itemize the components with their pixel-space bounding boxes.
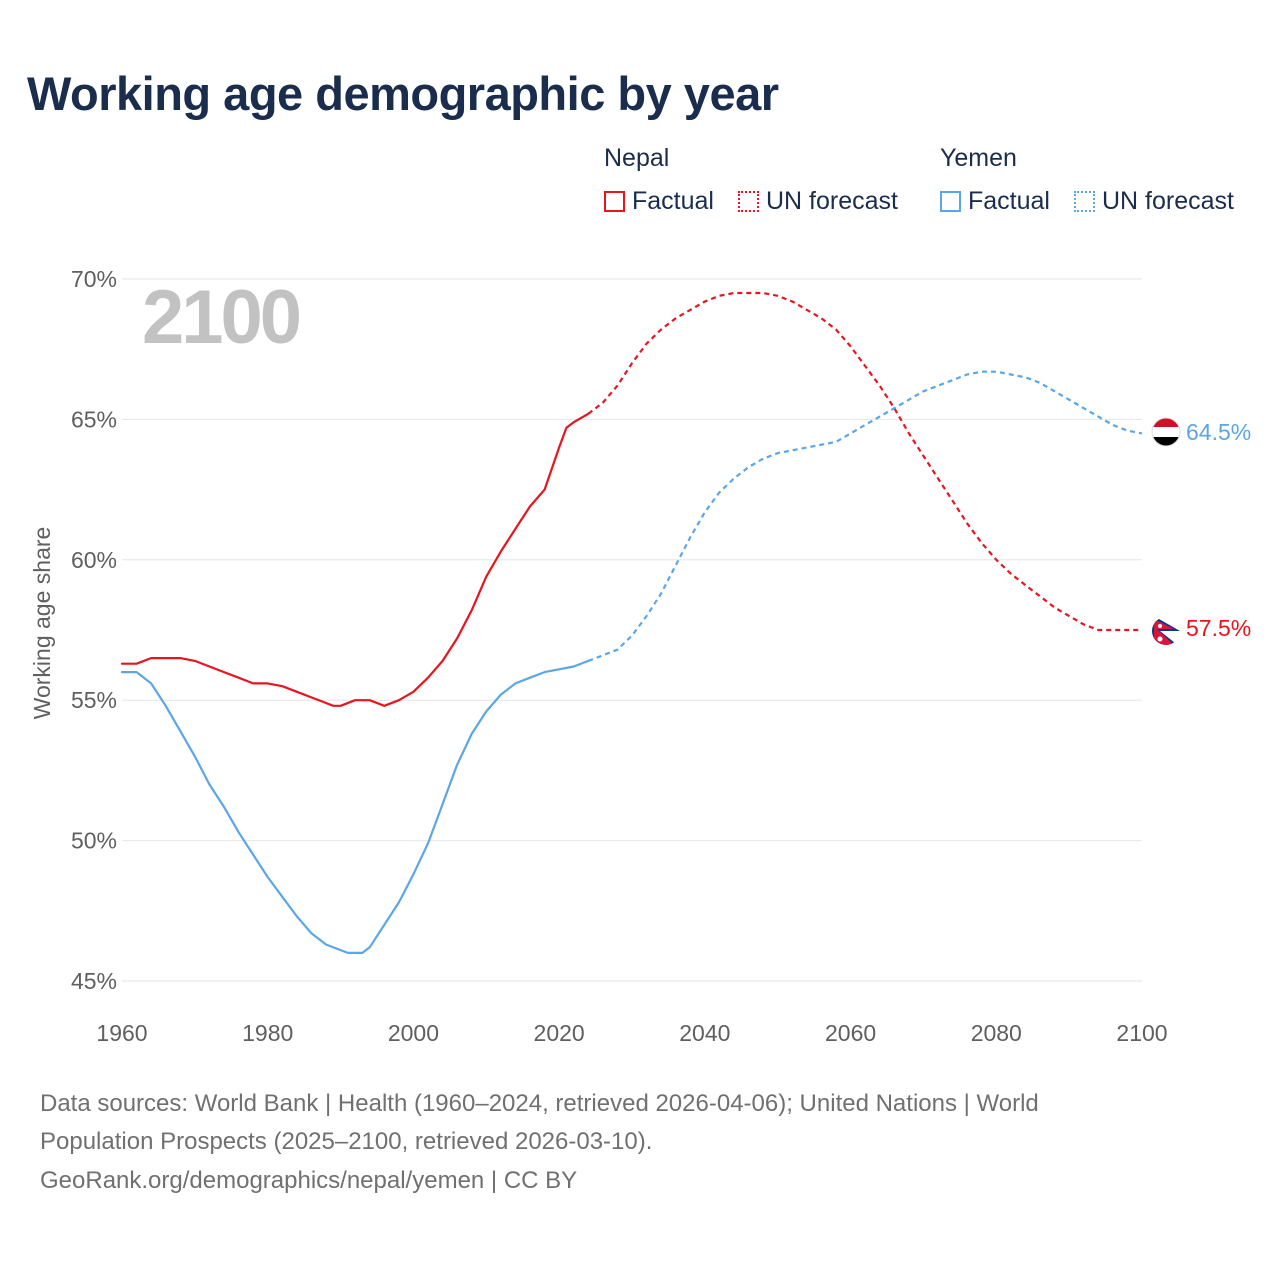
legend-label-yemen-forecast: UN forecast [1102, 187, 1234, 215]
x-tick-label: 2100 [1116, 1020, 1167, 1046]
y-tick-label: 70% [71, 266, 117, 292]
x-tick-label: 2040 [679, 1020, 730, 1046]
y-tick-label: 55% [71, 687, 117, 713]
x-tick-label: 2020 [534, 1020, 585, 1046]
footer-attribution[interactable]: GeoRank.org/demographics/nepal/yemen | C… [40, 1167, 578, 1194]
y-axis-title: Working age share [29, 527, 55, 720]
x-axis: 1960 1980 2000 2020 2040 2060 2080 2100 [96, 1020, 1167, 1046]
series-line-yemen-forecast[interactable] [587, 370, 1143, 662]
x-tick-label: 1960 [96, 1020, 147, 1046]
legend-swatch-nepal-forecast [738, 191, 759, 212]
footer-source-line2: Population Prospects (2025–2100, retriev… [40, 1128, 653, 1155]
x-tick-label: 1980 [242, 1020, 293, 1046]
legend-item-yemen-forecast[interactable]: UN forecast [1074, 187, 1234, 216]
legend-label-nepal-forecast: UN forecast [766, 187, 898, 215]
x-tick-label: 2080 [971, 1020, 1022, 1046]
legend-title-nepal: Nepal [604, 144, 670, 172]
legend-label-nepal-factual: Factual [632, 187, 714, 215]
grid [122, 278, 1142, 982]
legend-item-nepal-factual[interactable]: Factual [604, 187, 714, 216]
chart-title: Working age demographic by year [27, 67, 779, 120]
yemen-flag-icon[interactable] [1150, 417, 1182, 447]
legend-swatch-yemen-factual [940, 191, 961, 212]
x-tick-label: 2000 [388, 1020, 439, 1046]
y-tick-label: 50% [71, 828, 117, 854]
x-tick-label: 2060 [825, 1020, 876, 1046]
series-line-nepal-factual[interactable] [120, 412, 590, 707]
y-axis: 45% 50% 55% 60% 65% 70% [71, 266, 117, 994]
end-label-nepal: 57.5% [1186, 615, 1251, 641]
nepal-flag-icon[interactable] [1150, 615, 1182, 647]
legend-swatch-nepal-factual [604, 191, 625, 212]
series-lines [120, 291, 1143, 955]
legend-title-yemen: Yemen [940, 144, 1017, 172]
line-chart: 2100 45% 50% 55% 60% 65% 70% 1960 1980 2000 2020… [29, 266, 1251, 1046]
legend-swatch-yemen-forecast [1074, 191, 1095, 212]
year-watermark: 2100 [142, 275, 300, 360]
y-tick-label: 65% [71, 406, 117, 432]
y-tick-label: 45% [71, 968, 117, 994]
legend-item-nepal-forecast[interactable]: UN forecast [738, 187, 898, 216]
footer-source-line1: Data sources: World Bank | Health (1960–… [40, 1090, 1039, 1117]
legend-item-yemen-factual[interactable]: Factual [940, 187, 1050, 216]
end-label-yemen: 64.5% [1186, 419, 1251, 445]
y-tick-label: 60% [71, 547, 117, 573]
legend-label-yemen-factual: Factual [968, 187, 1050, 215]
series-line-nepal-forecast[interactable] [587, 291, 1142, 632]
series-line-yemen-factual[interactable] [120, 659, 590, 955]
